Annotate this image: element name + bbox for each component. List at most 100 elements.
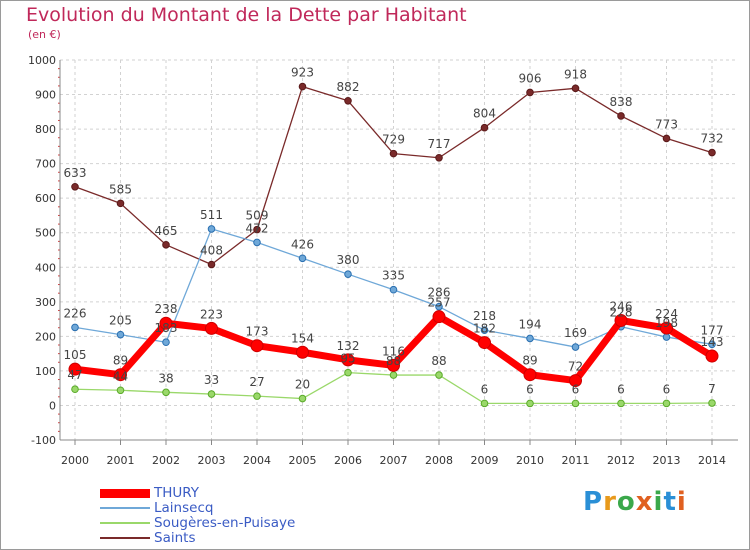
x-tick-label: 2004: [243, 454, 271, 467]
y-tick-label: 400: [35, 261, 56, 274]
data-label: 205: [109, 314, 132, 328]
data-point: [162, 338, 170, 347]
axes: -100 0 100 200 300 400 500 600 700 800 900 1000 2000…: [28, 54, 738, 467]
y-tick-label: 0: [49, 399, 56, 412]
data-label: 408: [200, 244, 223, 258]
legend-item: Sougères-en-Puisaye: [100, 515, 296, 531]
data-label: 105: [64, 348, 87, 362]
data-point: [296, 345, 309, 359]
data-point: [114, 368, 127, 382]
data-label: 198: [655, 316, 678, 330]
data-point: [387, 358, 400, 372]
data-label: 838: [610, 95, 633, 109]
data-point: [662, 134, 671, 143]
data-label: 20: [295, 378, 310, 392]
data-point: [435, 153, 443, 162]
data-point: [660, 321, 673, 335]
x-tick-label: 2001: [107, 454, 135, 467]
data-label: 183: [155, 321, 178, 335]
data-label: 228: [610, 306, 633, 320]
data-point: [253, 392, 261, 400]
data-point: [708, 148, 716, 157]
data-label: 6: [526, 382, 534, 396]
data-label: 286: [428, 286, 451, 300]
logo-letter: P: [583, 487, 604, 517]
y-tick-label: 1000: [28, 54, 56, 67]
data-point: [253, 225, 261, 234]
data-label: 44: [113, 369, 128, 383]
logo-letter: r: [603, 487, 617, 517]
y-tick-label: 800: [35, 123, 56, 136]
data-label: 218: [473, 309, 496, 323]
data-point: [162, 388, 170, 397]
data-point: [207, 390, 216, 398]
data-label: 238: [155, 302, 178, 316]
data-label: 47: [67, 368, 82, 382]
legend-label: Sougères-en-Puisaye: [154, 515, 296, 531]
data-point: [478, 336, 491, 350]
data-point: [71, 323, 79, 332]
data-label: 335: [382, 269, 405, 283]
data-label: 773: [655, 117, 678, 131]
data-point: [526, 399, 534, 408]
data-label: 472: [246, 221, 269, 235]
data-point: [569, 374, 582, 388]
data-point: [523, 368, 537, 382]
data-point: [71, 385, 79, 394]
data-label: 89: [113, 354, 128, 368]
data-label: 918: [564, 67, 587, 81]
legend-item: THURY: [100, 485, 199, 501]
data-point: [435, 302, 443, 311]
data-label: 88: [431, 354, 446, 368]
data-point: [298, 82, 307, 91]
data-label: 6: [617, 382, 625, 396]
data-label: 585: [109, 182, 132, 196]
data-label: 226: [64, 306, 87, 320]
data-label: 6: [663, 382, 671, 396]
y-tick-label: 200: [35, 330, 56, 343]
data-label: 173: [246, 325, 269, 339]
chart-title: Evolution du Montant de la Dette par Hab…: [26, 4, 467, 26]
data-label: 224: [655, 307, 678, 321]
x-tick-label: 2007: [380, 454, 408, 467]
data-point: [207, 225, 216, 233]
x-tick-label: 2005: [289, 454, 317, 467]
data-point: [617, 112, 625, 120]
data-label: 169: [564, 326, 587, 340]
y-tick-label: 500: [35, 227, 56, 240]
data-label: 88: [386, 354, 401, 368]
data-label: 182: [473, 322, 496, 336]
data-label: 72: [568, 360, 583, 374]
data-point: [298, 254, 307, 263]
y-tick-label: 300: [35, 296, 56, 309]
data-point: [71, 182, 79, 191]
data-label: 177: [701, 323, 724, 337]
data-label: 509: [246, 209, 269, 223]
data-point: [116, 330, 125, 339]
logo-letter: o: [616, 487, 636, 517]
data-label: 194: [519, 317, 542, 331]
data-point: [662, 399, 671, 408]
data-label: 6: [572, 382, 580, 396]
data-point: [662, 333, 671, 341]
data-label: 882: [337, 80, 360, 94]
data-label: 246: [610, 299, 633, 313]
data-label: 6: [481, 382, 489, 396]
y-tick-label: 900: [35, 89, 56, 102]
data-point: [571, 84, 580, 93]
data-label: 132: [337, 339, 360, 353]
data-label: 7: [708, 382, 716, 396]
data-point: [159, 316, 173, 330]
data-label: 116: [382, 344, 405, 358]
x-tick-label: 2013: [653, 454, 681, 467]
x-tick-label: 2011: [562, 454, 590, 467]
data-label: 426: [291, 237, 314, 251]
data-label: 380: [337, 253, 360, 267]
data-point: [526, 334, 534, 343]
data-point: [526, 88, 534, 97]
legend-label: Lainsecq: [154, 500, 214, 516]
legend-swatch: [100, 507, 150, 509]
